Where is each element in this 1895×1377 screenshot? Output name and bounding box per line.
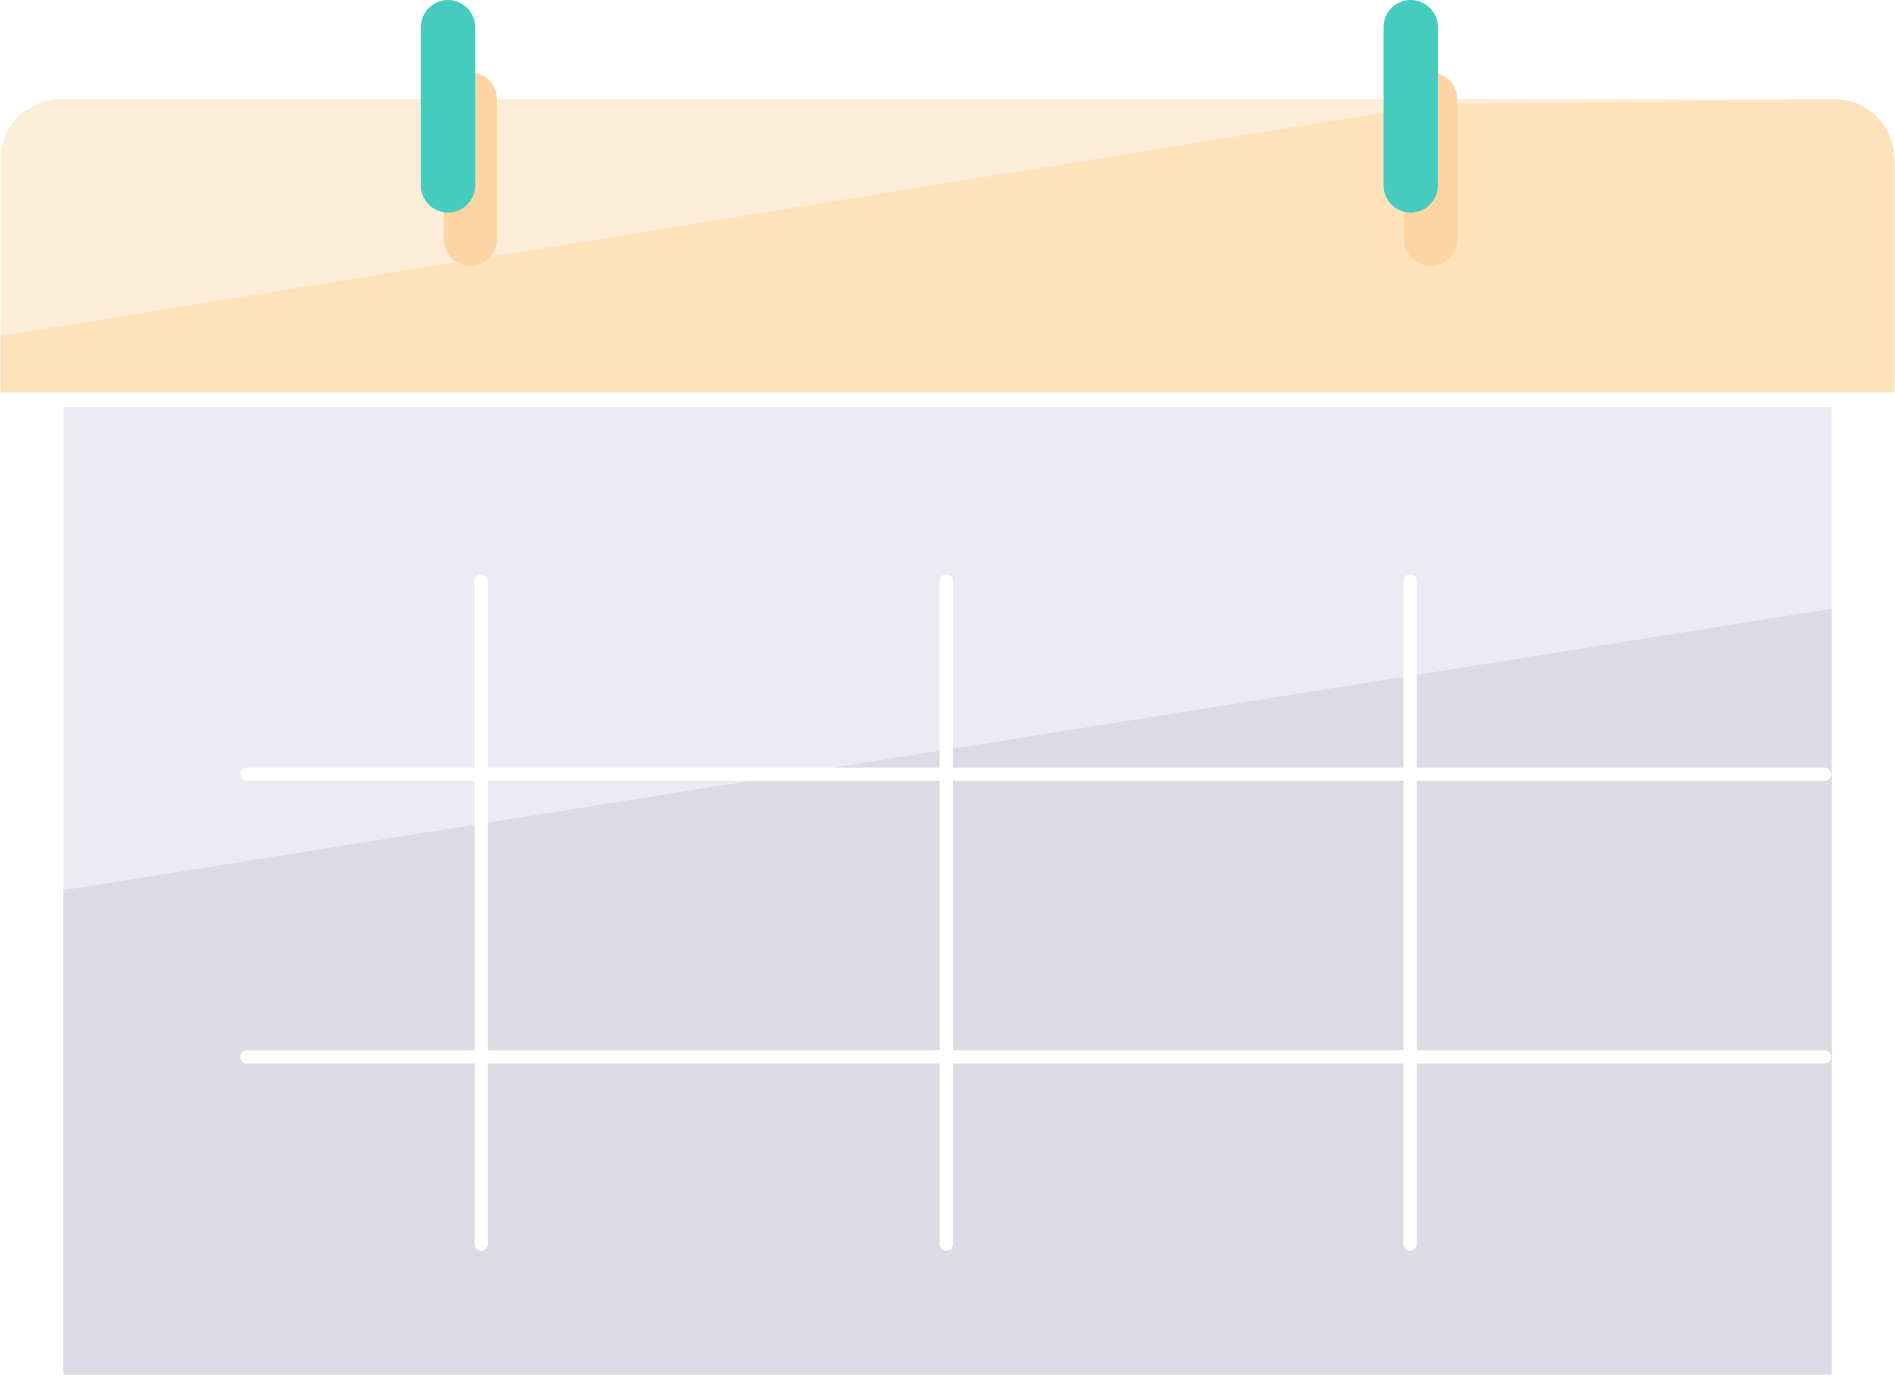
calendar-header bbox=[0, 99, 1895, 393]
calendar-grid bbox=[240, 574, 1832, 1251]
binder-ring-right-icon bbox=[1383, 0, 1438, 213]
binder-ring-left-icon bbox=[420, 0, 476, 213]
